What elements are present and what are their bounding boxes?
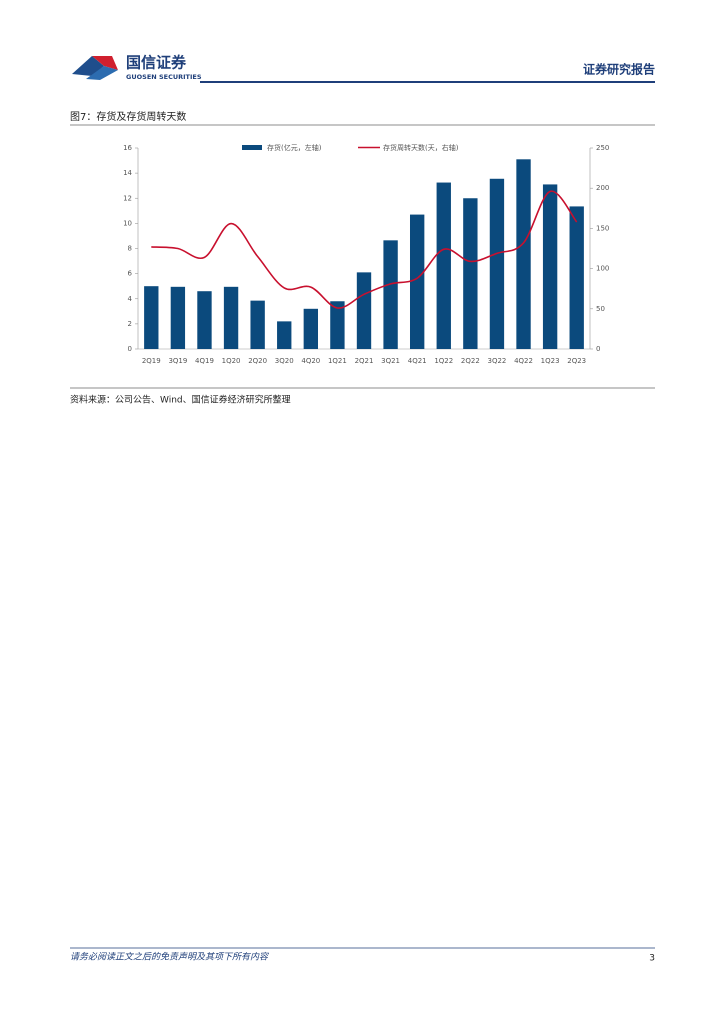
y2-tick-label: 200 <box>596 184 609 192</box>
bar <box>330 301 345 349</box>
y2-tick-label: 150 <box>596 224 609 232</box>
y-tick-label: 2 <box>128 320 132 328</box>
x-tick-label: 1Q23 <box>541 357 560 365</box>
logo-text: 国信证券 <box>126 54 187 72</box>
figure-source: 资料来源：公司公告、Wind、国信证券经济研究所整理 <box>70 394 291 406</box>
x-tick-label: 1Q20 <box>222 357 241 365</box>
bar <box>489 178 505 349</box>
y-tick-label: 4 <box>128 295 133 303</box>
bar <box>250 300 265 349</box>
x-tick-label: 2Q22 <box>461 357 480 365</box>
x-tick-label: 4Q21 <box>408 357 427 365</box>
x-tick-label: 3Q22 <box>488 357 507 365</box>
logo <box>72 56 118 80</box>
y2-tick-label: 50 <box>596 305 605 313</box>
bar <box>170 286 186 349</box>
report-type: 证券研究报告 <box>583 62 655 77</box>
y-tick-label: 6 <box>128 270 133 278</box>
x-tick-label: 3Q19 <box>168 357 187 365</box>
figure-title: 图7：存货及存货周转天数 <box>70 110 186 123</box>
disclaimer: 请务必阅读正文之后的免责声明及其项下所有内容 <box>70 952 269 963</box>
bar <box>542 184 558 349</box>
bar <box>144 286 159 349</box>
x-tick-label: 3Q21 <box>381 357 400 365</box>
y-tick-label: 16 <box>123 144 132 152</box>
x-tick-label: 4Q20 <box>301 357 320 365</box>
bar <box>277 321 292 349</box>
y-tick-label: 10 <box>123 219 132 227</box>
x-tick-label: 1Q22 <box>434 357 453 365</box>
line <box>151 190 578 309</box>
y-tick-label: 14 <box>123 169 132 177</box>
legend-swatch <box>242 145 262 150</box>
y2-tick-label: 0 <box>596 345 600 353</box>
x-tick-label: 1Q21 <box>328 357 347 365</box>
bar <box>197 291 212 349</box>
y2-tick-label: 250 <box>596 144 609 152</box>
y-tick-label: 0 <box>128 345 132 353</box>
y2-tick-label: 100 <box>596 265 609 273</box>
bar <box>569 206 584 349</box>
x-tick-label: 4Q22 <box>514 357 533 365</box>
x-tick-label: 2Q20 <box>248 357 267 365</box>
bar <box>436 182 451 349</box>
page-number: 3 <box>649 954 655 964</box>
y-tick-label: 12 <box>123 194 132 202</box>
x-tick-label: 2Q19 <box>142 357 161 365</box>
bar <box>409 214 425 349</box>
bar <box>516 159 531 349</box>
x-tick-label: 4Q19 <box>195 357 214 365</box>
x-tick-label: 3Q20 <box>275 357 294 365</box>
y-tick-label: 8 <box>128 245 132 253</box>
bar <box>463 198 478 349</box>
legend-label: 存货周转天数(天，右轴) <box>383 143 459 152</box>
bar <box>223 286 239 349</box>
bar <box>383 240 398 349</box>
bar <box>303 308 319 349</box>
x-tick-label: 2Q21 <box>355 357 374 365</box>
logo-subtext: GUOSEN SECURITIES <box>126 73 202 81</box>
x-tick-label: 2Q23 <box>567 357 586 365</box>
bar <box>356 272 372 349</box>
legend-label: 存货(亿元，左轴) <box>267 143 322 152</box>
